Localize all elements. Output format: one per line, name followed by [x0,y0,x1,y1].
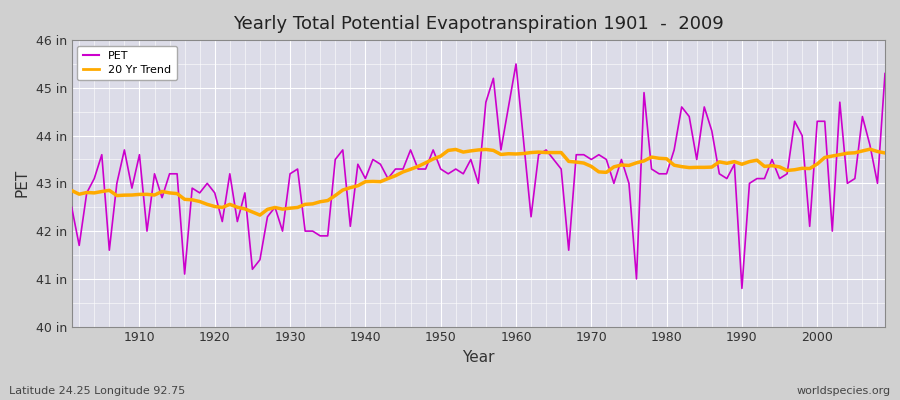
Legend: PET, 20 Yr Trend: PET, 20 Yr Trend [77,46,177,80]
Title: Yearly Total Potential Evapotranspiration 1901  -  2009: Yearly Total Potential Evapotranspiratio… [233,15,724,33]
Text: worldspecies.org: worldspecies.org [796,386,891,396]
Y-axis label: PET: PET [15,169,30,198]
Text: Latitude 24.25 Longitude 92.75: Latitude 24.25 Longitude 92.75 [9,386,185,396]
X-axis label: Year: Year [462,350,495,365]
